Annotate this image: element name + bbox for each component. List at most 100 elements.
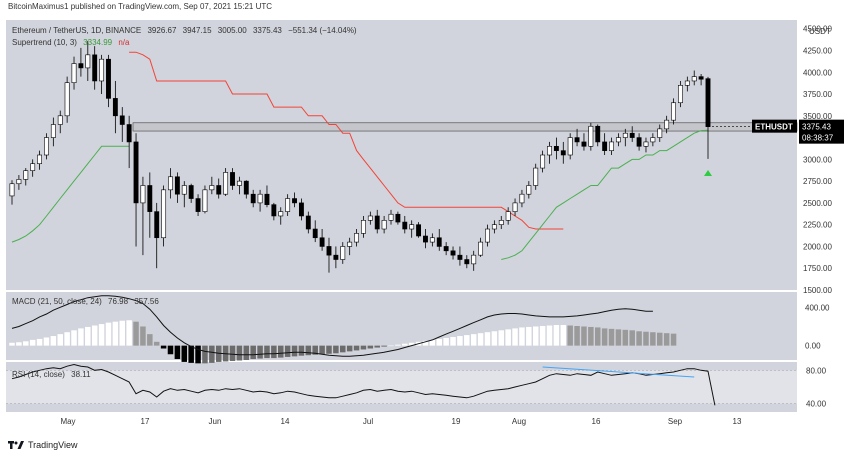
candle-body xyxy=(37,154,43,165)
macd-histogram-bar xyxy=(43,337,50,346)
macd-histogram-bar xyxy=(57,334,63,346)
candle-body xyxy=(126,124,132,143)
candle-body xyxy=(443,246,449,252)
date-axis-tick: Jun xyxy=(209,417,222,426)
macd-histogram-bar xyxy=(670,333,677,346)
candle-body xyxy=(374,215,380,230)
macd-histogram-bar xyxy=(271,345,277,359)
date-axis-tick: 19 xyxy=(452,417,461,426)
macd-histogram-bar xyxy=(188,345,194,363)
macd-histogram-bar xyxy=(71,330,77,346)
macd-histogram-bar xyxy=(443,337,449,346)
candle-body xyxy=(450,250,456,256)
macd-histogram-bar xyxy=(16,342,22,346)
macd-histogram-bar xyxy=(346,345,353,352)
macd-histogram-bar xyxy=(305,345,312,356)
macd-histogram-bar xyxy=(298,345,305,356)
rsi-axis-tick: 40.00 xyxy=(806,400,827,409)
candle-body xyxy=(354,233,359,243)
macd-histogram-bar xyxy=(105,322,112,346)
macd-axis-tick: 400.00 xyxy=(805,303,830,312)
candle-body xyxy=(236,180,242,186)
macd-histogram-bar xyxy=(395,344,401,346)
macd-histogram-bar xyxy=(284,345,291,357)
macd-histogram-bar xyxy=(98,324,105,346)
candle-body xyxy=(367,215,373,221)
candle-body xyxy=(16,179,22,185)
macd-histogram-bar xyxy=(512,328,518,346)
macd-histogram-bar xyxy=(436,338,443,346)
macd-histogram-bar xyxy=(519,327,525,346)
macd-histogram-bar xyxy=(402,343,408,346)
macd-histogram-bar xyxy=(153,341,160,346)
macd-histogram-bar xyxy=(615,329,622,346)
candle-body xyxy=(99,58,105,82)
macd-histogram-bar xyxy=(160,345,167,349)
macd-value-1: 76.98 xyxy=(108,297,129,306)
macd-histogram-bar xyxy=(229,345,236,361)
candle-body xyxy=(243,180,249,195)
candle-body xyxy=(298,202,304,217)
candle-body xyxy=(691,76,697,82)
candle-body xyxy=(498,220,504,225)
candle-body xyxy=(333,254,339,260)
macd-legend: MACD (21, 50, close, 24) 76.98 357.56 xyxy=(12,297,163,306)
candle-body xyxy=(230,172,235,186)
macd-histogram-bar xyxy=(147,334,153,346)
supertrend-value: 3334.99 xyxy=(83,38,113,47)
macd-histogram-bar xyxy=(491,331,498,346)
symbol-label: Ethereum / TetherUS, 1D, BINANCE xyxy=(12,26,142,35)
candle-body xyxy=(250,193,256,204)
macd-histogram-bar xyxy=(650,332,656,346)
macd-histogram-bar xyxy=(367,345,374,349)
candle-body xyxy=(347,241,353,247)
candle-body xyxy=(540,154,546,169)
macd-histogram-bar xyxy=(340,345,346,353)
candle-body xyxy=(278,211,284,217)
supertrend-down-line xyxy=(129,51,564,230)
candle-body xyxy=(161,189,167,239)
candle-body xyxy=(326,246,332,256)
price-axis-tick: 1500.00 xyxy=(803,286,832,295)
candle-body xyxy=(505,211,511,221)
macd-histogram-bar xyxy=(532,326,539,346)
macd-histogram-bar xyxy=(360,345,367,350)
macd-histogram-bar xyxy=(167,345,174,355)
candle-body xyxy=(9,183,15,197)
macd-axis-tick: 0.00 xyxy=(805,342,821,351)
macd-histogram-bar xyxy=(450,337,456,346)
candle-body xyxy=(188,185,194,199)
date-axis-tick: 13 xyxy=(733,417,742,426)
published-by-line: BitcoinMaximus1 published on TradingView… xyxy=(8,2,273,11)
candle-body xyxy=(423,235,428,243)
candle-body xyxy=(361,220,366,234)
candle-body xyxy=(464,259,470,265)
macd-histogram-bar xyxy=(594,327,601,346)
last-price-value: 3375.43 xyxy=(802,123,831,132)
candle-body xyxy=(57,115,63,125)
macd-histogram-bar xyxy=(622,329,629,346)
candle-body xyxy=(643,141,649,147)
macd-histogram-bar xyxy=(126,320,132,346)
macd-histogram-bar xyxy=(381,345,387,347)
high-value: 3947.15 xyxy=(182,26,212,35)
price-axis-tick: 2000.00 xyxy=(803,242,832,251)
close-value: 3375.43 xyxy=(252,26,282,35)
change-value: −551.34 (−14.04%) xyxy=(288,26,357,35)
macd-histogram-bar xyxy=(374,345,380,348)
date-axis-tick: May xyxy=(60,417,75,426)
macd-histogram-bar xyxy=(567,325,573,346)
candle-body xyxy=(147,185,153,212)
candle-body xyxy=(257,193,263,204)
price-axis-tick: 2500.00 xyxy=(803,199,832,208)
macd-histogram-bar xyxy=(29,339,36,346)
macd-histogram-bar xyxy=(477,333,484,346)
candle-body xyxy=(491,224,497,230)
candle-body xyxy=(547,145,552,156)
candle-body xyxy=(416,224,422,237)
macd-histogram-bar xyxy=(663,333,670,346)
candle-body xyxy=(409,224,415,230)
candle-body xyxy=(657,128,663,138)
macd-histogram-bar xyxy=(457,336,463,346)
